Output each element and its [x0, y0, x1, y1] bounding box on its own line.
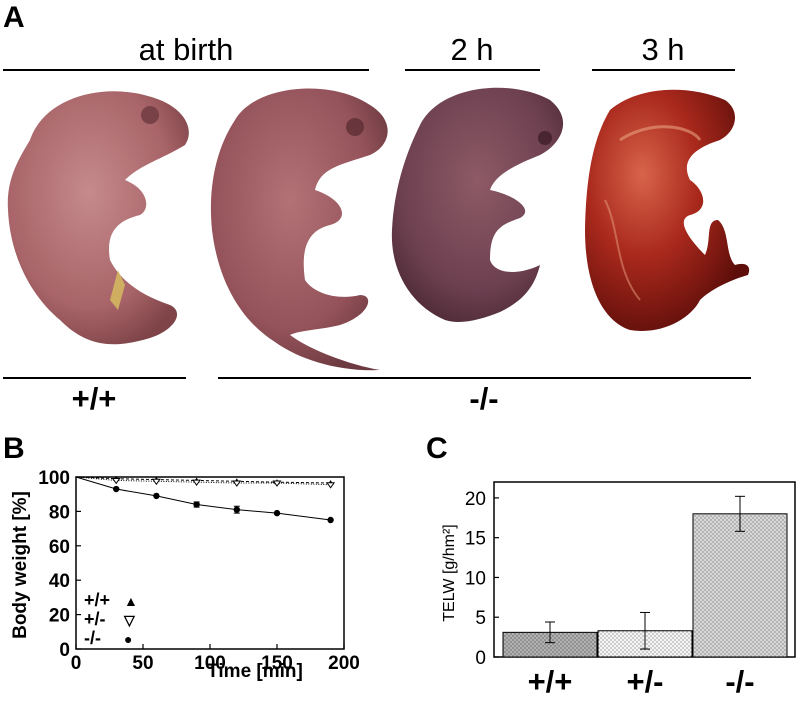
legend-marker: ▲	[124, 593, 138, 609]
genotype-rule-wt	[3, 377, 186, 379]
y-tick-label: 0	[475, 648, 486, 669]
y-tick-label: 60	[49, 537, 70, 558]
legend-label: +/+	[84, 590, 110, 610]
data-point-open-triangle	[111, 477, 121, 485]
pup-wildtype	[7, 91, 189, 345]
panel-a-letter: A	[3, 1, 25, 34]
data-point-circle	[233, 506, 240, 513]
legend-marker: ●	[124, 631, 132, 647]
y-tick-label: 20	[49, 606, 70, 627]
category-label: +/-	[626, 664, 663, 699]
x-tick-label: 150	[261, 653, 293, 674]
legend-marker: ▽	[123, 612, 136, 628]
y-axis-title: Body weight [%]	[10, 491, 31, 639]
category-label: -/-	[725, 664, 754, 699]
y-tick-label: 20	[465, 489, 486, 510]
data-point-circle	[327, 516, 334, 524]
y-tick-label: 15	[465, 529, 486, 550]
header-rule-birth	[3, 69, 369, 71]
panel-c-letter: C	[426, 432, 448, 465]
category-label: +/+	[528, 664, 573, 699]
data-point-circle	[153, 492, 160, 500]
pup-photographs	[7, 87, 750, 371]
plot-frame	[75, 476, 345, 650]
x-axis-title: Time [min]	[207, 661, 303, 682]
data-point-circle	[273, 509, 281, 517]
x-tick-label: 100	[194, 653, 226, 674]
data-point-circle	[113, 485, 120, 493]
header-rule-3h	[592, 69, 735, 71]
data-point-open-triangle	[272, 480, 282, 487]
x-tick-label: 0	[71, 653, 82, 674]
data-point-open-triangle	[232, 480, 242, 487]
y-tick-label: 10	[465, 568, 486, 589]
header-2h: 2 h	[450, 32, 494, 67]
pup-knockout-birth	[210, 88, 388, 371]
header-rule-2h	[405, 69, 540, 71]
data-point-open-triangle	[151, 478, 161, 486]
series-line	[75, 476, 331, 521]
x-tick-label: 50	[132, 653, 153, 674]
header-3h: 3 h	[641, 32, 685, 67]
legend-label: +/-	[84, 609, 106, 629]
bar	[692, 513, 788, 658]
y-tick-label: 80	[49, 502, 70, 523]
data-point-open-triangle	[326, 482, 336, 489]
legend-label: -/-	[84, 628, 101, 648]
data-point-circle	[193, 501, 200, 508]
data-point-open-triangle	[192, 479, 202, 487]
pup-knockout-2h	[391, 87, 564, 323]
y-axis-title: TELW [g/hm²]	[441, 524, 458, 622]
pup-knockout-3h	[585, 89, 750, 331]
y-tick-label: 0	[59, 640, 70, 661]
header-at-birth: at birth	[138, 32, 234, 67]
y-tick-label: 5	[475, 608, 486, 629]
genotype-label-ko: -/-	[469, 381, 499, 416]
genotype-label-wt: +/+	[71, 381, 117, 416]
panel-b-letter: B	[3, 432, 25, 465]
x-tick-label: 200	[328, 653, 360, 674]
y-tick-label: 100	[38, 468, 70, 489]
chart-telw: C 0 5 10 15 20 +/+ +/- -/- TELW [g/hm²]	[426, 432, 796, 699]
y-tick-label: 40	[49, 571, 70, 592]
genotype-rule-ko	[218, 377, 751, 379]
